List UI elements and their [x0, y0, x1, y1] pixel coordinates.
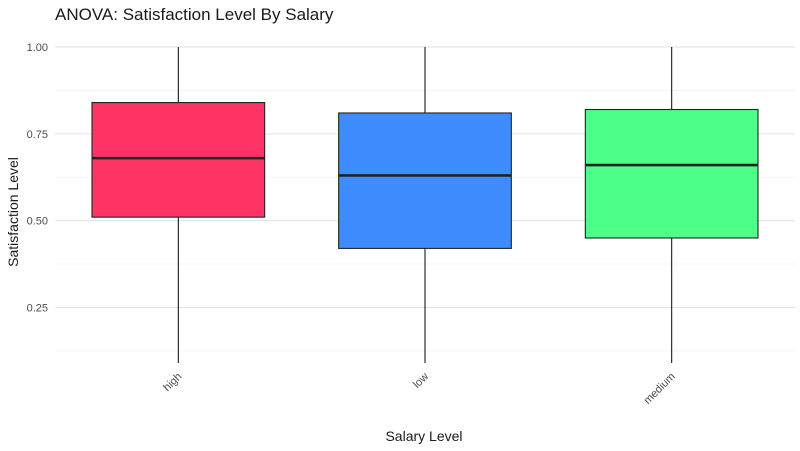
y-tick-label: 1.00	[27, 42, 48, 54]
box-iqr	[338, 112, 512, 249]
x-axis-title: Salary Level	[385, 428, 462, 444]
y-tick-label: 0.50	[27, 216, 48, 228]
y-tick-label: 0.75	[27, 129, 48, 141]
box-iqr	[91, 102, 266, 218]
box-series	[91, 47, 759, 363]
x-tick-label: medium	[642, 371, 678, 407]
box-high	[91, 47, 266, 363]
box-iqr	[584, 108, 759, 239]
y-axis-title: Satisfaction Level	[5, 157, 21, 267]
y-tick-label: 0.25	[27, 302, 48, 314]
x-tick-label: high	[161, 371, 184, 394]
chart-title: ANOVA: Satisfaction Level By Salary	[55, 5, 334, 24]
box-medium	[584, 47, 759, 363]
x-tick-label: low	[411, 371, 431, 391]
box-low	[338, 47, 512, 363]
y-axis-ticks: 0.25 0.50 0.75 1.00	[27, 42, 48, 314]
x-axis-ticks: high low medium	[161, 371, 678, 407]
